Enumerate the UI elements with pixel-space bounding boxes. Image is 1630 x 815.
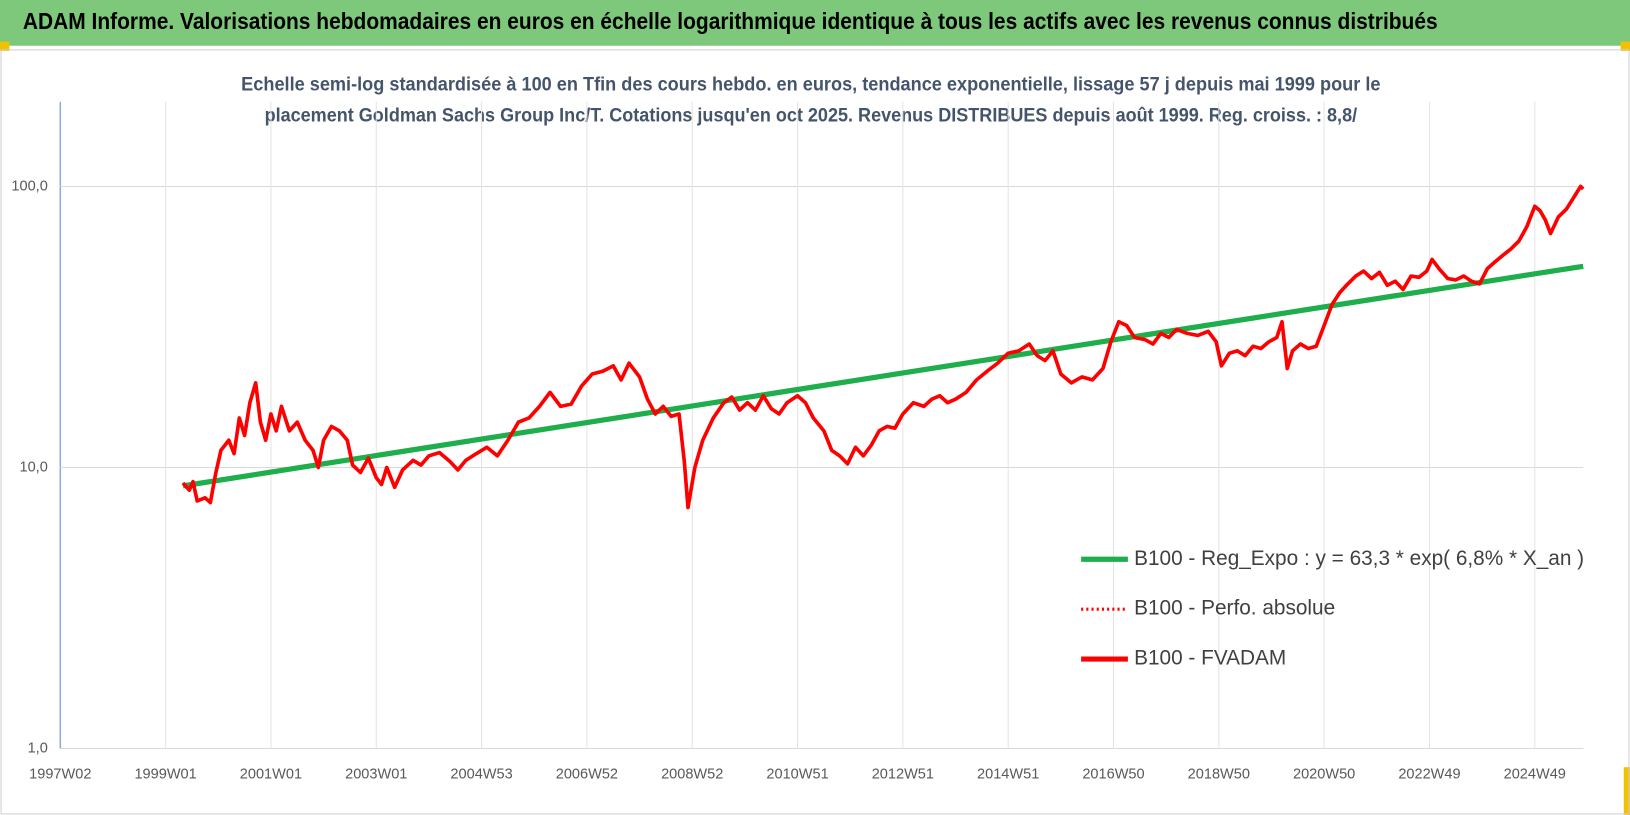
x-tick-label: 2016W50 — [1082, 766, 1144, 782]
corner-marker — [1623, 767, 1630, 815]
chart-frame — [0, 49, 1630, 815]
corner-marker — [1620, 41, 1630, 51]
corner-marker — [0, 41, 10, 51]
x-tick-label: 2020W50 — [1293, 766, 1355, 782]
chart-subtitle: placement Goldman Sachs Group Inc/T. Cot… — [265, 105, 1358, 127]
x-tick-label: 2008W52 — [661, 766, 723, 782]
x-tick-label: 2012W51 — [872, 766, 934, 782]
x-tick-label: 2014W51 — [977, 766, 1039, 782]
y-tick-label: 10,0 — [20, 459, 48, 475]
x-tick-label: 2004W53 — [450, 766, 512, 782]
x-tick-label: 2006W52 — [556, 766, 618, 782]
chart-title: ADAM Informe. Valorisations hebdomadaire… — [23, 8, 1438, 34]
data-line — [182, 263, 1584, 489]
x-tick-label: 1999W01 — [134, 766, 196, 782]
x-tick-label: 2024W49 — [1504, 766, 1566, 782]
x-tick-label: 2003W01 — [345, 766, 407, 782]
data-line — [181, 184, 1585, 510]
legend-label: B100 - Reg_Expo : y = 63,3 * exp( 6,8% *… — [1134, 547, 1584, 570]
x-tick-label: 2010W51 — [766, 766, 828, 782]
legend-label: B100 - FVADAM — [1134, 647, 1286, 670]
x-tick-label: 2018W50 — [1188, 766, 1250, 782]
legend-label: B100 - Perfo. absolue — [1134, 597, 1335, 620]
y-tick-label: 100,0 — [11, 178, 47, 194]
title-banner — [0, 0, 1630, 46]
y-tick-label: 1,0 — [28, 740, 48, 756]
x-tick-label: 1997W02 — [29, 766, 91, 782]
chart-subtitle: Echelle semi-log standardisée à 100 en T… — [241, 73, 1380, 95]
x-tick-label: 2022W49 — [1398, 766, 1460, 782]
x-tick-label: 2001W01 — [240, 766, 302, 782]
